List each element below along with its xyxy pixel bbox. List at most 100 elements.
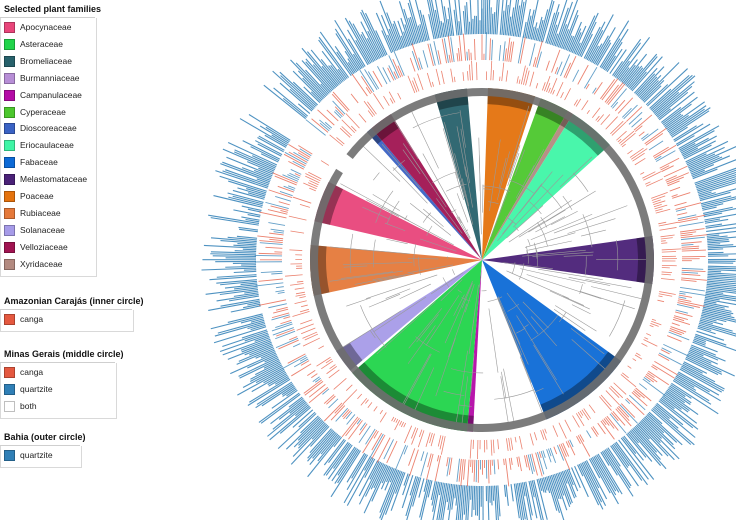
minas-gerais-tick bbox=[258, 252, 283, 255]
bahia-quartzite-tick bbox=[461, 485, 466, 520]
tree-branch bbox=[501, 371, 507, 399]
tree-branch-arc bbox=[533, 242, 538, 259]
bahia-quartzite-tick bbox=[493, 485, 497, 520]
bahia-quartzite-tick bbox=[240, 282, 258, 286]
minas-gerais-tick bbox=[634, 389, 645, 399]
bahia-quartzite-tick bbox=[536, 479, 548, 520]
minas-gerais-tick bbox=[616, 407, 630, 421]
bahia-quartzite-tick bbox=[689, 156, 723, 172]
minas-gerais-tick bbox=[437, 50, 442, 65]
minas-gerais-tick bbox=[471, 459, 474, 473]
bahia-quartzite-tick bbox=[220, 280, 258, 286]
bahia-quartzite-tick bbox=[517, 483, 525, 520]
bahia-quartzite-tick bbox=[557, 472, 571, 508]
bahia-quartzite-tick bbox=[653, 91, 680, 114]
minas-gerais-tick bbox=[681, 273, 701, 276]
carajas-canga-tick bbox=[552, 425, 559, 437]
bahia-quartzite-tick bbox=[533, 28, 538, 41]
carajas-canga-tick bbox=[542, 429, 547, 441]
bahia-quartzite-tick bbox=[358, 460, 379, 497]
bahia-quartzite-tick bbox=[702, 309, 735, 319]
carajas-canga-tick bbox=[600, 394, 612, 408]
bahia-quartzite-tick bbox=[661, 96, 698, 125]
minas-gerais-tick bbox=[275, 330, 296, 340]
bahia-quartzite-tick bbox=[297, 417, 322, 441]
family-sector-campanulaceae bbox=[467, 260, 482, 432]
carajas-canga-tick bbox=[610, 120, 624, 135]
minas-gerais-tick bbox=[672, 318, 691, 325]
minas-gerais-tick bbox=[409, 57, 416, 72]
bahia-quartzite-tick bbox=[599, 20, 630, 68]
minas-gerais-tick bbox=[614, 99, 626, 112]
carajas-canga-tick bbox=[288, 215, 307, 221]
legend-label: quartzite bbox=[20, 450, 53, 460]
bahia-quartzite-tick bbox=[635, 424, 650, 440]
carajas-canga-tick bbox=[292, 196, 312, 204]
bahia-quartzite-tick bbox=[227, 313, 263, 323]
bahia-quartzite-tick bbox=[669, 385, 686, 398]
minas-gerais-tick bbox=[373, 430, 379, 439]
legend-swatch bbox=[4, 157, 15, 169]
tree-branch-arc bbox=[457, 289, 462, 293]
minas-gerais-tick bbox=[299, 148, 312, 157]
bahia-quartzite-tick bbox=[568, 21, 582, 52]
tree-branch-arc bbox=[509, 179, 534, 194]
minas-gerais-tick bbox=[446, 457, 451, 477]
bahia-quartzite-tick bbox=[334, 28, 362, 70]
carajas-canga-tick bbox=[661, 251, 677, 253]
bahia-quartzite-tick bbox=[670, 110, 710, 137]
bahia-quartzite-tick bbox=[657, 108, 671, 119]
tree-branch bbox=[563, 254, 594, 257]
bahia-quartzite-tick bbox=[666, 114, 689, 131]
bahia-quartzite-tick bbox=[272, 401, 307, 430]
minas-gerais-tick bbox=[367, 71, 380, 89]
bahia-quartzite-tick bbox=[612, 443, 630, 467]
bahia-quartzite-tick bbox=[631, 56, 663, 92]
tree-branch bbox=[496, 151, 510, 201]
bahia-quartzite-tick bbox=[403, 31, 410, 47]
bahia-quartzite-tick bbox=[695, 171, 736, 187]
minas-gerais-tick bbox=[593, 81, 603, 95]
bahia-quartzite-tick bbox=[564, 14, 579, 50]
carajas-canga-tick bbox=[583, 408, 591, 419]
bahia-quartzite-tick bbox=[241, 205, 262, 212]
minas-gerais-tick bbox=[679, 228, 705, 233]
minas-gerais-tick bbox=[540, 450, 548, 470]
minas-gerais-tick bbox=[516, 456, 520, 467]
bahia-quartzite-tick bbox=[246, 188, 266, 195]
minas-gerais-tick bbox=[283, 316, 291, 320]
bahia-quartzite-tick bbox=[701, 203, 724, 210]
minas-gerais-tick bbox=[463, 459, 466, 480]
bahia-quartzite-tick bbox=[486, 0, 489, 35]
minas-gerais-tick bbox=[280, 210, 288, 213]
bahia-quartzite-tick bbox=[400, 17, 411, 46]
minas-gerais-tick bbox=[677, 300, 705, 307]
bahia-quartzite-tick bbox=[698, 191, 712, 197]
legend-label: Asteraceae bbox=[20, 38, 63, 49]
minas-gerais-tick bbox=[289, 172, 300, 179]
bahia-quartzite-tick bbox=[257, 143, 282, 157]
tree-branch bbox=[407, 264, 454, 274]
minas-gerais-tick bbox=[498, 45, 502, 61]
bahia-quartzite-tick bbox=[583, 26, 601, 59]
bahia-quartzite-tick bbox=[554, 473, 568, 511]
minas-gerais-tick bbox=[269, 238, 283, 242]
minas-gerais-tick bbox=[617, 97, 634, 114]
bahia-quartzite-tick bbox=[222, 337, 270, 356]
minas-gerais-tick bbox=[675, 311, 693, 318]
bahia-quartzite-tick bbox=[686, 153, 707, 164]
bahia-quartzite-tick bbox=[273, 87, 309, 117]
bahia-quartzite-tick bbox=[258, 392, 300, 423]
bahia-quartzite-tick bbox=[649, 88, 672, 109]
tree-branch-arc bbox=[360, 305, 387, 348]
bahia-quartzite-tick bbox=[475, 485, 477, 516]
minas-gerais-tick bbox=[443, 38, 449, 63]
minas-gerais-tick bbox=[661, 165, 674, 173]
bahia-quartzite-tick bbox=[682, 147, 699, 157]
bahia-quartzite-tick bbox=[247, 208, 262, 213]
bahia-quartzite-tick bbox=[705, 223, 723, 228]
bahia-quartzite-tick bbox=[561, 471, 568, 484]
minas-gerais-tick bbox=[271, 272, 283, 275]
bahia-quartzite-tick bbox=[220, 298, 260, 307]
bahia-quartzite-tick bbox=[533, 479, 544, 520]
